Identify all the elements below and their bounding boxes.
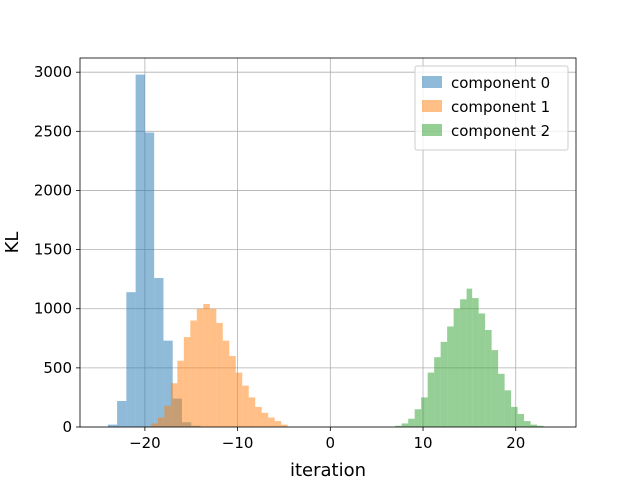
series-2 (395, 288, 544, 427)
histogram-bar (401, 423, 409, 427)
histogram-bar (222, 340, 230, 427)
y-tick-label: 2000 (34, 181, 72, 199)
histogram-bar (530, 424, 538, 427)
histogram-bar (216, 322, 223, 427)
histogram-bar (154, 277, 164, 427)
histogram-bar (157, 417, 165, 427)
histogram-bar (504, 390, 512, 427)
histogram-bar (151, 423, 158, 427)
histogram-bar (414, 409, 422, 427)
x-axis-label: iteration (290, 460, 366, 480)
histogram-bar (395, 425, 402, 427)
histogram-bar (517, 413, 525, 427)
histogram-bar (274, 421, 282, 427)
histogram-bar (261, 412, 269, 427)
histogram-bar (268, 417, 275, 427)
y-axis-label: KL (2, 232, 23, 254)
legend-label: component 2 (451, 122, 550, 140)
histogram-bar (126, 292, 136, 427)
histogram-bar (440, 341, 448, 427)
series-1 (144, 304, 288, 427)
histogram-bar (203, 304, 210, 427)
histogram-bar (117, 400, 127, 427)
histogram-bar (163, 340, 173, 427)
histogram-bar (460, 299, 467, 427)
histogram-bar (498, 373, 505, 427)
histogram-bars (107, 74, 544, 428)
histogram-bar (434, 357, 441, 427)
x-tick-label: 10 (413, 434, 432, 452)
y-tick-label: 3000 (34, 63, 72, 81)
histogram-bar (478, 313, 486, 427)
legend: component 0 component 1 component 2 (414, 65, 569, 151)
histogram-bar (408, 418, 415, 427)
legend-box (414, 65, 569, 151)
y-tick-label: 2500 (34, 122, 72, 140)
histogram-bar (190, 320, 197, 427)
x-tick-label: 20 (506, 434, 525, 452)
histogram-bar (170, 383, 178, 427)
histogram-bar (107, 424, 118, 427)
y-tick-label: 1000 (34, 300, 72, 318)
histogram-bar (164, 405, 171, 427)
histogram-bar (491, 350, 499, 427)
histogram-bar (183, 337, 191, 427)
histogram-bar (537, 425, 544, 427)
histogram-bar (255, 406, 262, 427)
legend-label: component 0 (451, 74, 550, 92)
histogram-bar (281, 424, 288, 427)
x-tick-label: −10 (222, 434, 254, 452)
histogram-bar (248, 397, 256, 427)
histogram-bar (177, 360, 184, 427)
histogram-bar (229, 356, 236, 427)
axis-ticks: −20 −10 0 10 20 0 500 1000 1500 2000 2500 3000 (34, 63, 525, 452)
histogram-bar (524, 421, 531, 427)
y-tick-label: 500 (43, 359, 72, 377)
histogram-bar (235, 372, 243, 427)
legend-swatch (422, 100, 442, 112)
histogram-bar (135, 74, 145, 428)
legend-swatch (422, 124, 442, 136)
histogram-bar (453, 308, 461, 427)
y-tick-label: 0 (62, 418, 72, 436)
histogram-bar (447, 326, 454, 427)
histogram-bar (144, 132, 155, 427)
histogram-bar (421, 397, 428, 427)
legend-swatch (422, 76, 442, 88)
x-tick-label: 0 (326, 434, 336, 452)
histogram-bar (209, 308, 217, 427)
y-tick-label: 1500 (34, 241, 72, 259)
legend-label: component 1 (451, 98, 550, 116)
histogram-bar (427, 372, 435, 427)
histogram-bar (242, 385, 249, 427)
plot-frame (79, 57, 577, 428)
histogram-bar (485, 330, 492, 427)
histogram-bar (196, 308, 204, 427)
x-tick-label: −20 (129, 434, 161, 452)
histogram-bar (511, 406, 518, 427)
histogram-bar (472, 298, 479, 427)
histogram-bar (466, 288, 473, 427)
